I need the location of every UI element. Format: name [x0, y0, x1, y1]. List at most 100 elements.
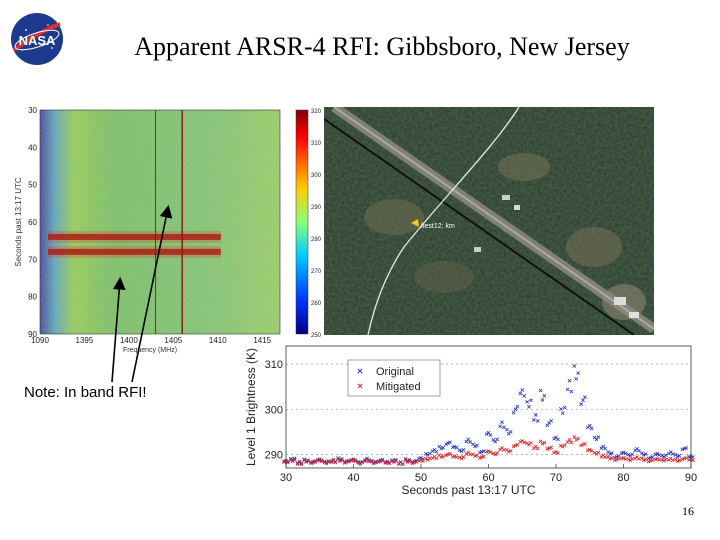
tb-point-marker	[444, 453, 448, 458]
tb-point-marker	[556, 437, 560, 442]
tb-point-marker	[660, 457, 664, 462]
tb-point-marker	[500, 420, 504, 425]
tb-point-marker	[498, 424, 502, 429]
tb-point-marker	[574, 377, 579, 381]
tb-point-marker	[387, 461, 392, 466]
tb-point-marker	[626, 452, 631, 457]
slide-title: Apparent ARSR-4 RFI: Gibbsboro, New Jers…	[134, 32, 630, 61]
brightness-chart: 290 300 310 30 40 50 60 70 80 90 Seconds past 13:1…	[244, 345, 697, 497]
tb-legend-box	[347, 359, 441, 397]
tb-point-marker	[461, 455, 466, 459]
tb-point-marker	[670, 458, 675, 463]
tb-y-tick-label: 300	[265, 404, 283, 416]
tb-point-marker	[608, 452, 612, 456]
tb-point-marker	[405, 460, 410, 464]
tb-point-marker	[540, 441, 545, 446]
tb-point-marker	[322, 460, 327, 465]
tb-point-marker	[664, 457, 668, 462]
tb-point-marker	[677, 458, 682, 463]
tb-point-marker	[518, 439, 523, 444]
tb-point-marker	[596, 450, 601, 455]
tb-point-marker	[299, 461, 304, 466]
tb-point-marker	[484, 432, 489, 436]
tb-point-marker	[481, 454, 486, 459]
tb-point-marker	[448, 440, 452, 445]
tb-point-marker	[664, 453, 668, 458]
colorbar-tick-label: 250	[311, 333, 322, 339]
tb-point-marker	[468, 452, 473, 457]
tb-point-marker	[646, 459, 651, 464]
tb-point-marker	[675, 454, 680, 459]
tb-point-marker	[468, 440, 473, 444]
tb-point-marker	[531, 417, 536, 422]
spec-y-tick-label: 80	[28, 293, 37, 302]
tb-point-marker	[419, 458, 423, 463]
logo-wordmark: NASA	[19, 33, 56, 48]
tb-point-marker	[434, 456, 439, 461]
spec-x-tick-label: 1400	[120, 336, 138, 345]
tb-point-marker	[466, 437, 471, 442]
tb-point-marker	[542, 440, 547, 445]
tb-point-marker	[567, 378, 572, 383]
tb-point-marker	[643, 457, 648, 462]
tb-point-marker	[641, 452, 646, 457]
colorbar-tick-label: 260	[311, 301, 322, 307]
tb-y-tick-label: 310	[265, 359, 283, 371]
tb-point-marker	[675, 459, 680, 464]
tb-point-marker	[589, 448, 594, 453]
tb-point-marker	[353, 459, 358, 464]
tb-point-marker	[603, 455, 608, 459]
tb-point-marker	[427, 456, 432, 461]
tb-point-marker	[554, 450, 558, 454]
tb-point-marker	[508, 429, 513, 434]
tb-point-marker	[423, 456, 428, 461]
spec-y-tick-label: 90	[28, 330, 37, 339]
satellite-map: fiest12: km	[324, 107, 654, 335]
tb-point-marker	[581, 398, 585, 403]
colorbar-tick-label: 280	[311, 237, 322, 243]
spec-y-tick-label: 40	[28, 143, 37, 152]
rfi-note: Note: In band RFI!	[24, 384, 147, 401]
tb-point-marker	[587, 423, 592, 428]
tb-point-marker	[612, 458, 617, 463]
tb-point-marker	[515, 404, 520, 409]
tb-point-marker	[650, 458, 655, 463]
tb-point-marker	[529, 440, 533, 445]
tb-legend-label: Mitigated	[376, 381, 421, 393]
tb-point-marker	[452, 444, 457, 449]
tb-point-marker	[583, 395, 587, 400]
tb-point-marker	[473, 454, 477, 459]
tb-point-marker	[475, 443, 479, 448]
tb-point-marker	[461, 447, 466, 452]
tb-point-marker	[677, 453, 682, 458]
tb-point-marker	[660, 453, 664, 458]
tb-x-tick-label: 60	[482, 472, 494, 484]
tb-point-marker	[400, 462, 405, 467]
tb-point-marker	[488, 433, 493, 437]
tb-point-marker	[326, 460, 331, 464]
tb-point-marker	[610, 456, 614, 460]
tb-point-marker	[691, 458, 695, 463]
tb-point-marker	[477, 450, 482, 455]
tb-point-marker	[562, 443, 567, 448]
tb-x-tick-label: 30	[280, 472, 292, 484]
tb-point-marker	[592, 451, 597, 455]
tb-point-marker	[562, 405, 567, 410]
tb-point-marker	[371, 461, 376, 466]
tb-point-marker	[623, 451, 628, 456]
tb-point-marker	[630, 452, 635, 457]
tb-point-marker	[643, 452, 648, 456]
tb-point-marker	[444, 442, 448, 447]
rfi-band-halo-0	[48, 230, 221, 243]
tb-point-marker	[533, 413, 538, 417]
tb-point-marker	[569, 440, 574, 445]
tb-point-marker	[522, 440, 527, 445]
tb-point-marker	[657, 453, 662, 457]
tb-point-marker	[542, 393, 547, 398]
colorbar	[295, 109, 309, 335]
spectrogram-noise	[40, 110, 280, 334]
spec-x-axis-label: Frequency (MHz)	[123, 347, 177, 354]
tb-point-marker	[439, 446, 444, 451]
tb-point-marker	[452, 454, 457, 458]
tb-point-marker	[367, 459, 371, 464]
